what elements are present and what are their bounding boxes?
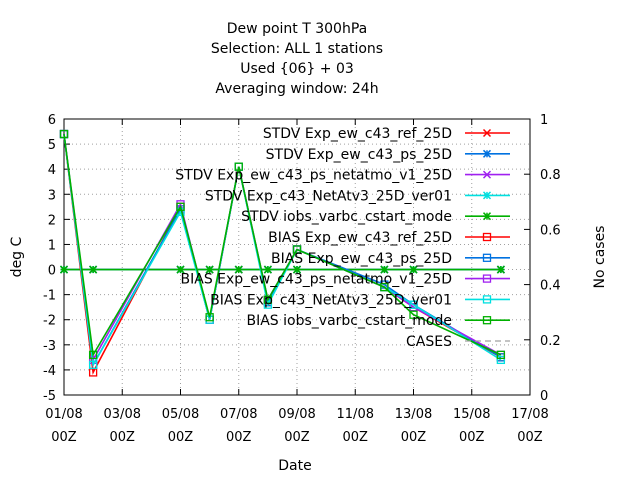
x-tick-label-date: 01/08 <box>45 407 82 422</box>
data-point <box>292 245 302 254</box>
legend-label: STDV Exp_ew_c43_ref_25D <box>263 126 452 142</box>
x-tick-label-date: 15/08 <box>453 407 490 422</box>
x-tick-label-hour: 00Z <box>51 430 77 445</box>
title-line: Selection: ALL 1 stations <box>211 41 383 57</box>
y2-axis-label: No cases <box>592 226 608 289</box>
legend-label: STDV Exp_ew_c43_ps_netatmo_v1_25D <box>175 168 452 184</box>
data-point <box>263 295 273 304</box>
x-tick-label-hour: 00Z <box>110 430 136 445</box>
data-point <box>205 265 214 274</box>
legend-label: BIAS Exp_c43_NetAtv3_25D_ver01 <box>210 292 452 308</box>
title-line: Averaging window: 24h <box>215 81 378 97</box>
data-point <box>263 265 272 274</box>
y-tick-label: 5 <box>48 138 56 153</box>
x-tick-label-hour: 00Z <box>226 430 252 445</box>
title-line: Used {06} + 03 <box>240 61 354 77</box>
x-tick-label-hour: 00Z <box>401 430 427 445</box>
data-point <box>380 282 389 292</box>
x-tick-label-date: 13/08 <box>395 407 432 422</box>
y-tick-label: -5 <box>43 389 56 404</box>
data-point <box>409 265 418 274</box>
data-point <box>482 253 492 262</box>
y-tick-label: 3 <box>48 188 56 203</box>
data-point <box>482 295 492 304</box>
y2-tick-label: 0.2 <box>540 334 561 349</box>
data-point <box>292 265 302 274</box>
data-point <box>409 310 418 319</box>
data-point <box>496 355 506 365</box>
y-tick-label: 0 <box>48 264 56 279</box>
legend-label: BIAS Exp_ew_c43_ref_25D <box>268 230 452 246</box>
y-tick-label: -4 <box>43 364 56 379</box>
point-stroke <box>482 128 492 138</box>
y2-tick-label: 1 <box>540 113 548 128</box>
data-point <box>496 350 506 360</box>
x-tick-label-date: 09/08 <box>278 407 315 422</box>
x-tick-label-hour: 00Z <box>459 430 485 445</box>
legend-label: STDV iobs_varbc_cstart_mode <box>241 209 452 225</box>
data-point <box>205 313 214 322</box>
data-point <box>482 232 492 242</box>
legend-label: STDV Exp_ew_c43_ps_25D <box>266 147 452 163</box>
series-line <box>63 133 502 358</box>
legend-label: BIAS Exp_ew_c43_ps_25D <box>271 251 452 267</box>
y-tick-label: 4 <box>48 163 56 178</box>
x-tick-label-hour: 00Z <box>284 430 310 445</box>
y-tick-label: -1 <box>43 289 56 304</box>
x-axis-label: Date <box>278 458 311 474</box>
chart-title: Dew point T 300hPa Selection: ALL 1 stati… <box>211 21 383 97</box>
data-point <box>234 162 243 171</box>
y-tick-label: -2 <box>43 314 56 329</box>
x-tick-label-date: 05/08 <box>162 407 199 422</box>
data-point <box>234 265 243 274</box>
data-point <box>176 265 185 274</box>
y2-tick-label: 0.8 <box>540 168 561 183</box>
data-point <box>89 265 98 274</box>
x-tick-label-date: 17/08 <box>511 407 548 422</box>
legend-label: CASES <box>406 334 452 350</box>
series-lines <box>59 129 506 377</box>
data-point <box>496 265 505 274</box>
axes: -5 -4 -3 -2 -1 0 1 2 3 4 5 6 0 0.2 0.4 0.6 0.8 1 01/08 00Z 0… <box>9 113 608 474</box>
data-point <box>409 300 418 309</box>
x-tick-label-hour: 00Z <box>517 430 543 445</box>
data-point <box>176 202 185 211</box>
x-tick-label-hour: 00Z <box>168 430 194 445</box>
x-tick-label-hour: 00Z <box>343 430 369 445</box>
y-tick-label: -3 <box>43 339 56 354</box>
data-point <box>59 129 69 139</box>
x-tick-label-date: 03/08 <box>104 407 141 422</box>
y-tick-label: 6 <box>48 113 56 128</box>
y-tick-label: 1 <box>48 238 56 253</box>
legend: STDV Exp_ew_c43_ref_25D STDV Exp_ew_c43_p… <box>175 126 510 350</box>
data-point <box>482 191 492 200</box>
data-point <box>380 265 389 274</box>
data-point <box>482 128 492 138</box>
y2-tick-label: 0.4 <box>540 279 561 294</box>
data-point <box>88 350 98 360</box>
title-line: Dew point T 300hPa <box>227 21 367 37</box>
legend-label: STDV Exp_c43_NetAtv3_25D_ver01 <box>205 188 452 204</box>
y-tick-label: 2 <box>48 213 56 228</box>
y2-tick-label: 0 <box>540 389 548 404</box>
y-axis-label: deg C <box>9 236 25 277</box>
data-point <box>482 212 492 221</box>
data-point <box>482 274 492 283</box>
data-point <box>482 170 492 179</box>
x-tick-label-date: 11/08 <box>337 407 374 422</box>
data-point <box>88 360 98 370</box>
y2-tick-label: 0.6 <box>540 223 561 238</box>
x-tick-label-date: 07/08 <box>220 407 257 422</box>
point-stroke <box>482 170 492 179</box>
data-point <box>482 316 492 325</box>
data-point <box>59 265 69 274</box>
legend-label: BIAS Exp_ew_c43_ps_netatmo_v1_25D <box>181 272 452 288</box>
data-point <box>482 149 492 158</box>
legend-label: BIAS iobs_varbc_cstart_mode <box>247 313 453 329</box>
